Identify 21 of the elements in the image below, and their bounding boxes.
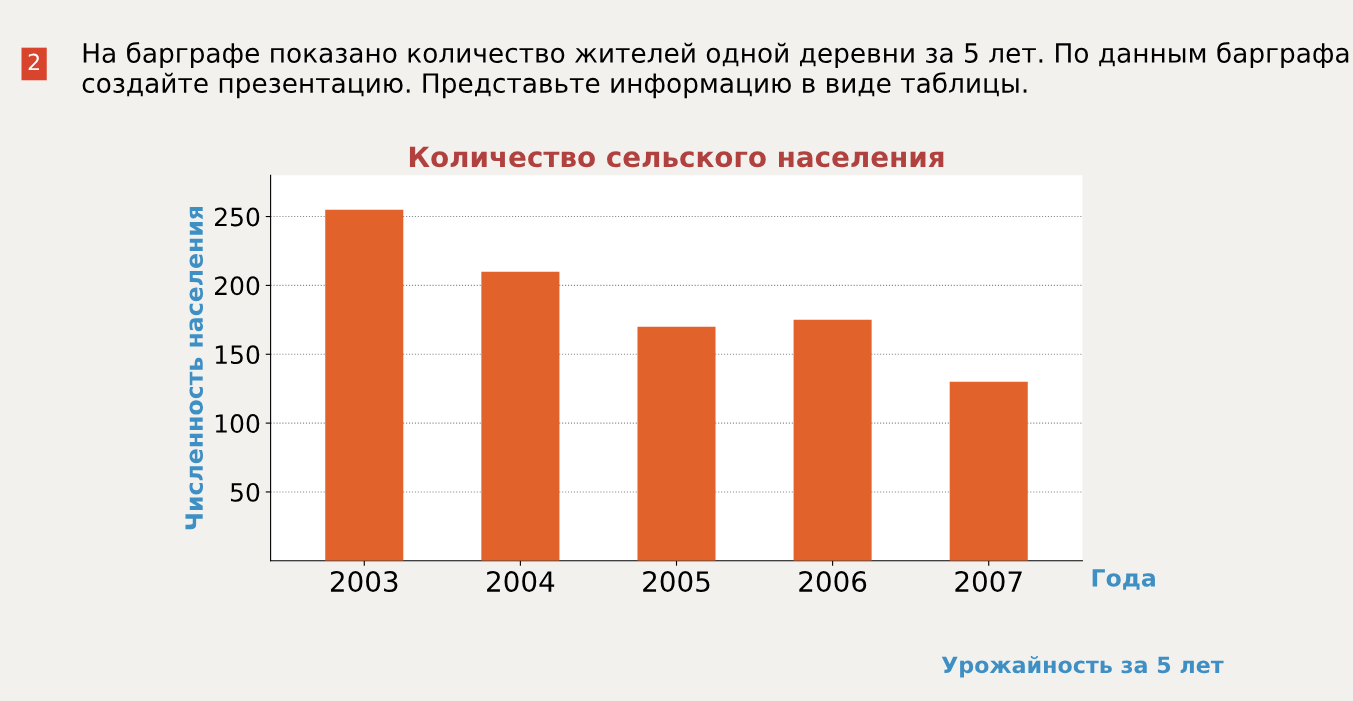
bar — [481, 271, 560, 561]
bar — [637, 326, 716, 561]
y-tick-label: 150 — [215, 345, 260, 365]
x-tick-label: 2007 — [955, 571, 1022, 593]
x-tick-label: 2004 — [487, 571, 555, 593]
y-tick-label: 250 — [214, 207, 260, 227]
x-tick-label: 2005 — [643, 571, 710, 593]
y-tick-label: 50 — [230, 482, 260, 502]
text: 2 — [28, 53, 39, 71]
text: На барграфе показано количество жителей одной деревни за 5 лет. По данным барграфа создайте презентацию. Представьте информацию в виде таблицы. — [82, 42, 1349, 99]
x-axis-title: Года — [1092, 569, 1155, 590]
text: Урожайность за 5 лет — [941, 655, 1224, 678]
chart-title: Количество сельского населения — [409, 146, 944, 168]
y-tick-label: 100 — [215, 414, 260, 433]
x-tick-label: 2006 — [799, 571, 867, 593]
bar — [793, 319, 872, 561]
bar — [325, 209, 404, 561]
bar — [949, 381, 1028, 561]
y-axis-title: Численность населения — [185, 206, 204, 530]
x-tick-label: 2003 — [330, 571, 398, 593]
y-tick-label: 200 — [214, 276, 260, 296]
